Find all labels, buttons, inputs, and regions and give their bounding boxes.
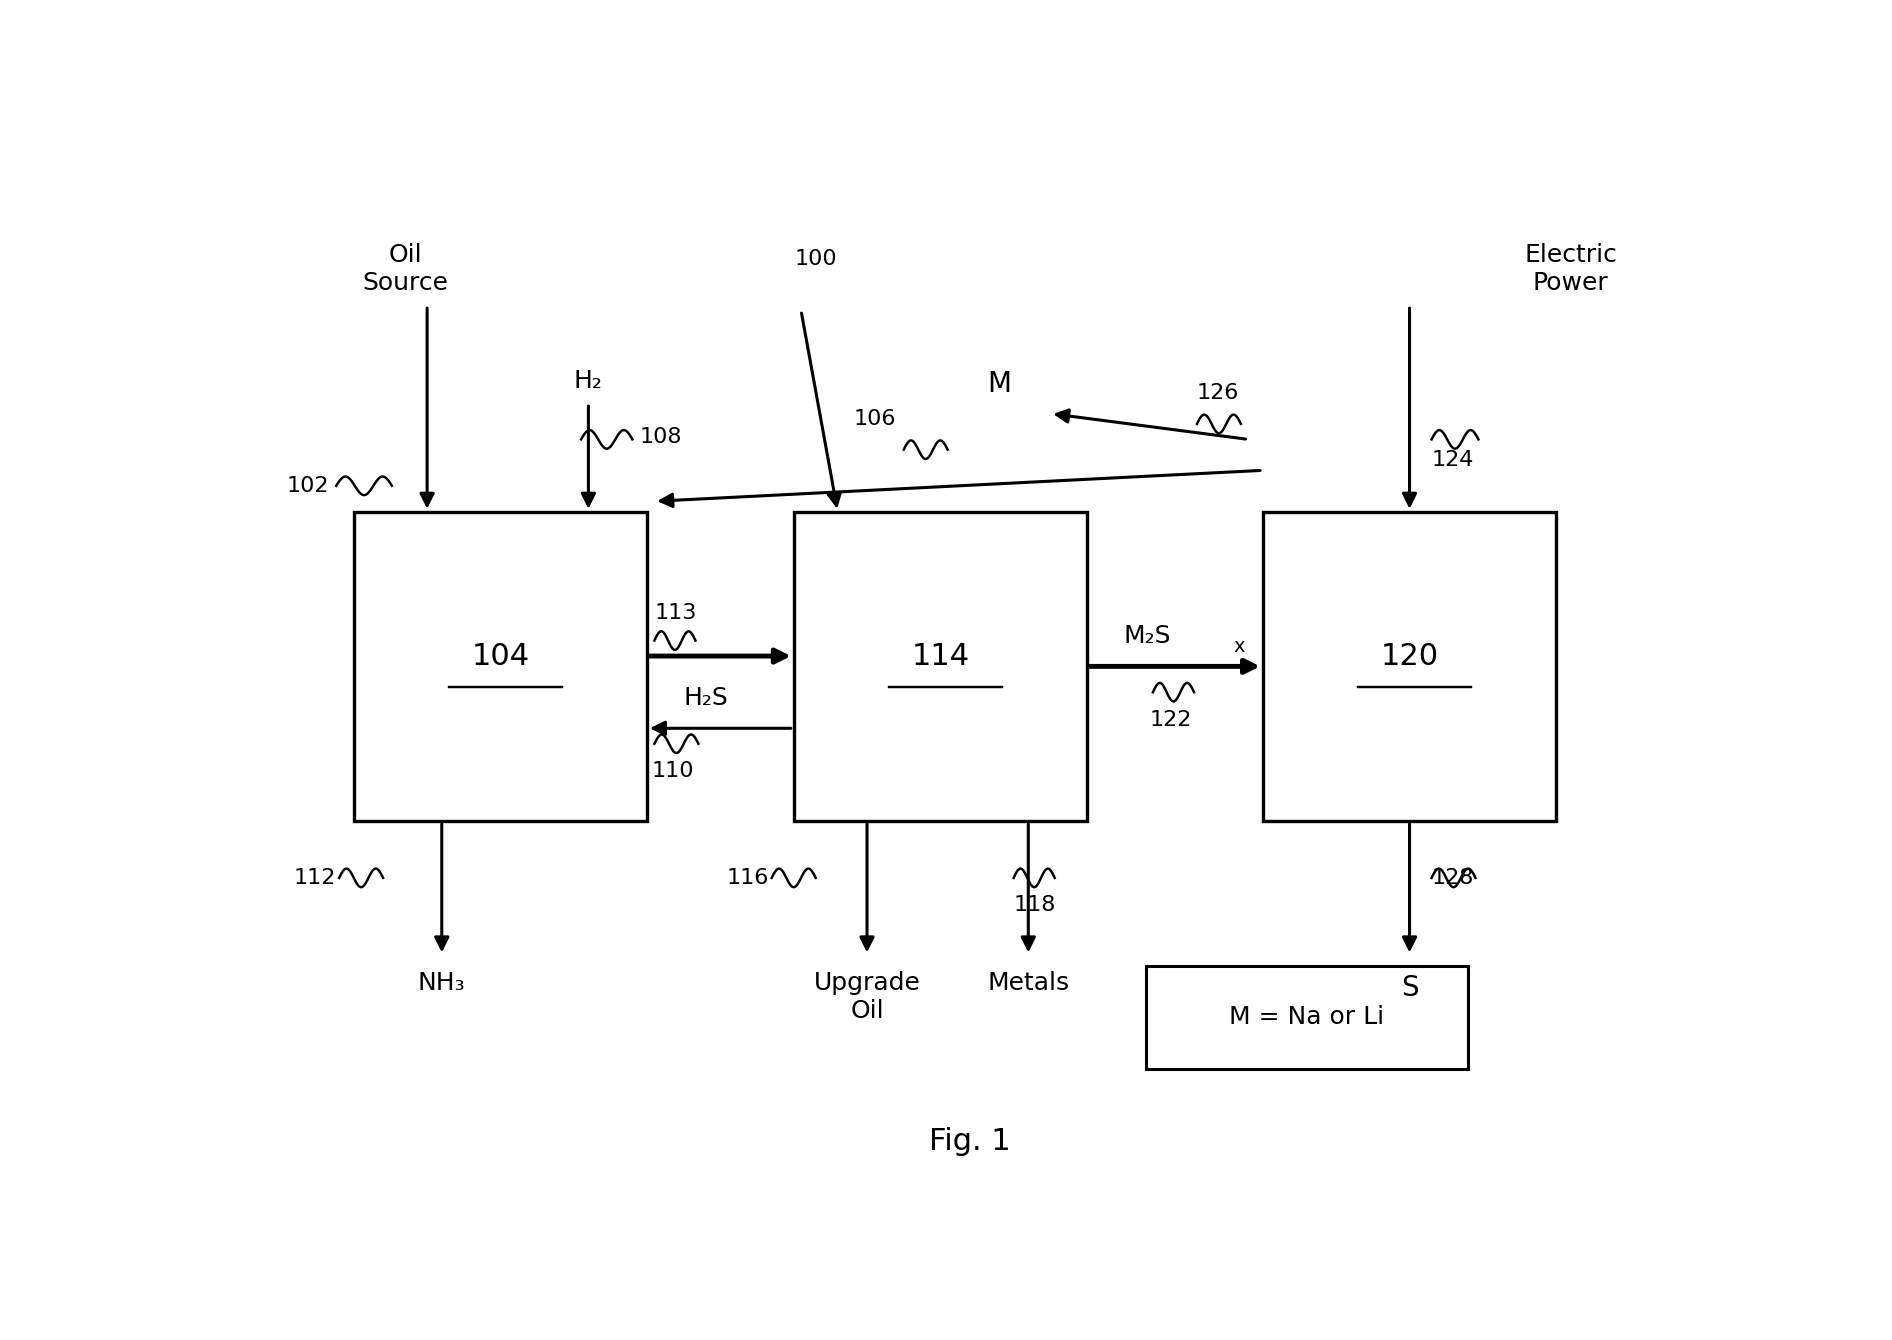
Text: Upgrade
Oil: Upgrade Oil	[814, 970, 920, 1022]
FancyBboxPatch shape	[1264, 512, 1555, 821]
Text: 122: 122	[1150, 710, 1192, 730]
Text: 120: 120	[1381, 642, 1438, 670]
Text: 114: 114	[912, 642, 969, 670]
Text: M₂S: M₂S	[1124, 624, 1171, 647]
Text: Metals: Metals	[988, 970, 1069, 994]
Text: 116: 116	[727, 868, 768, 888]
Text: M: M	[988, 370, 1010, 398]
Text: H₂S: H₂S	[683, 686, 728, 710]
Text: M = Na or Li: M = Na or Li	[1230, 1005, 1385, 1029]
Text: 113: 113	[655, 603, 696, 623]
Text: 112: 112	[293, 868, 337, 888]
Text: 102: 102	[286, 476, 329, 496]
Text: S: S	[1400, 974, 1419, 1002]
Text: 110: 110	[651, 761, 694, 781]
Text: 128: 128	[1432, 867, 1474, 887]
Text: 118: 118	[1014, 895, 1056, 915]
Text: 124: 124	[1432, 450, 1474, 470]
Text: Fig. 1: Fig. 1	[929, 1127, 1010, 1155]
Text: Electric
Power: Electric Power	[1525, 243, 1618, 295]
Text: 126: 126	[1198, 383, 1239, 403]
Text: 104: 104	[471, 642, 530, 670]
Text: 106: 106	[853, 409, 897, 429]
Text: H₂: H₂	[573, 369, 604, 393]
FancyBboxPatch shape	[1147, 966, 1468, 1069]
Text: 108: 108	[639, 427, 683, 448]
Text: Oil
Source: Oil Source	[361, 243, 448, 295]
Text: NH₃: NH₃	[418, 970, 465, 994]
FancyBboxPatch shape	[354, 512, 647, 821]
FancyBboxPatch shape	[795, 512, 1086, 821]
Text: 100: 100	[795, 249, 836, 269]
Text: x: x	[1234, 636, 1245, 657]
